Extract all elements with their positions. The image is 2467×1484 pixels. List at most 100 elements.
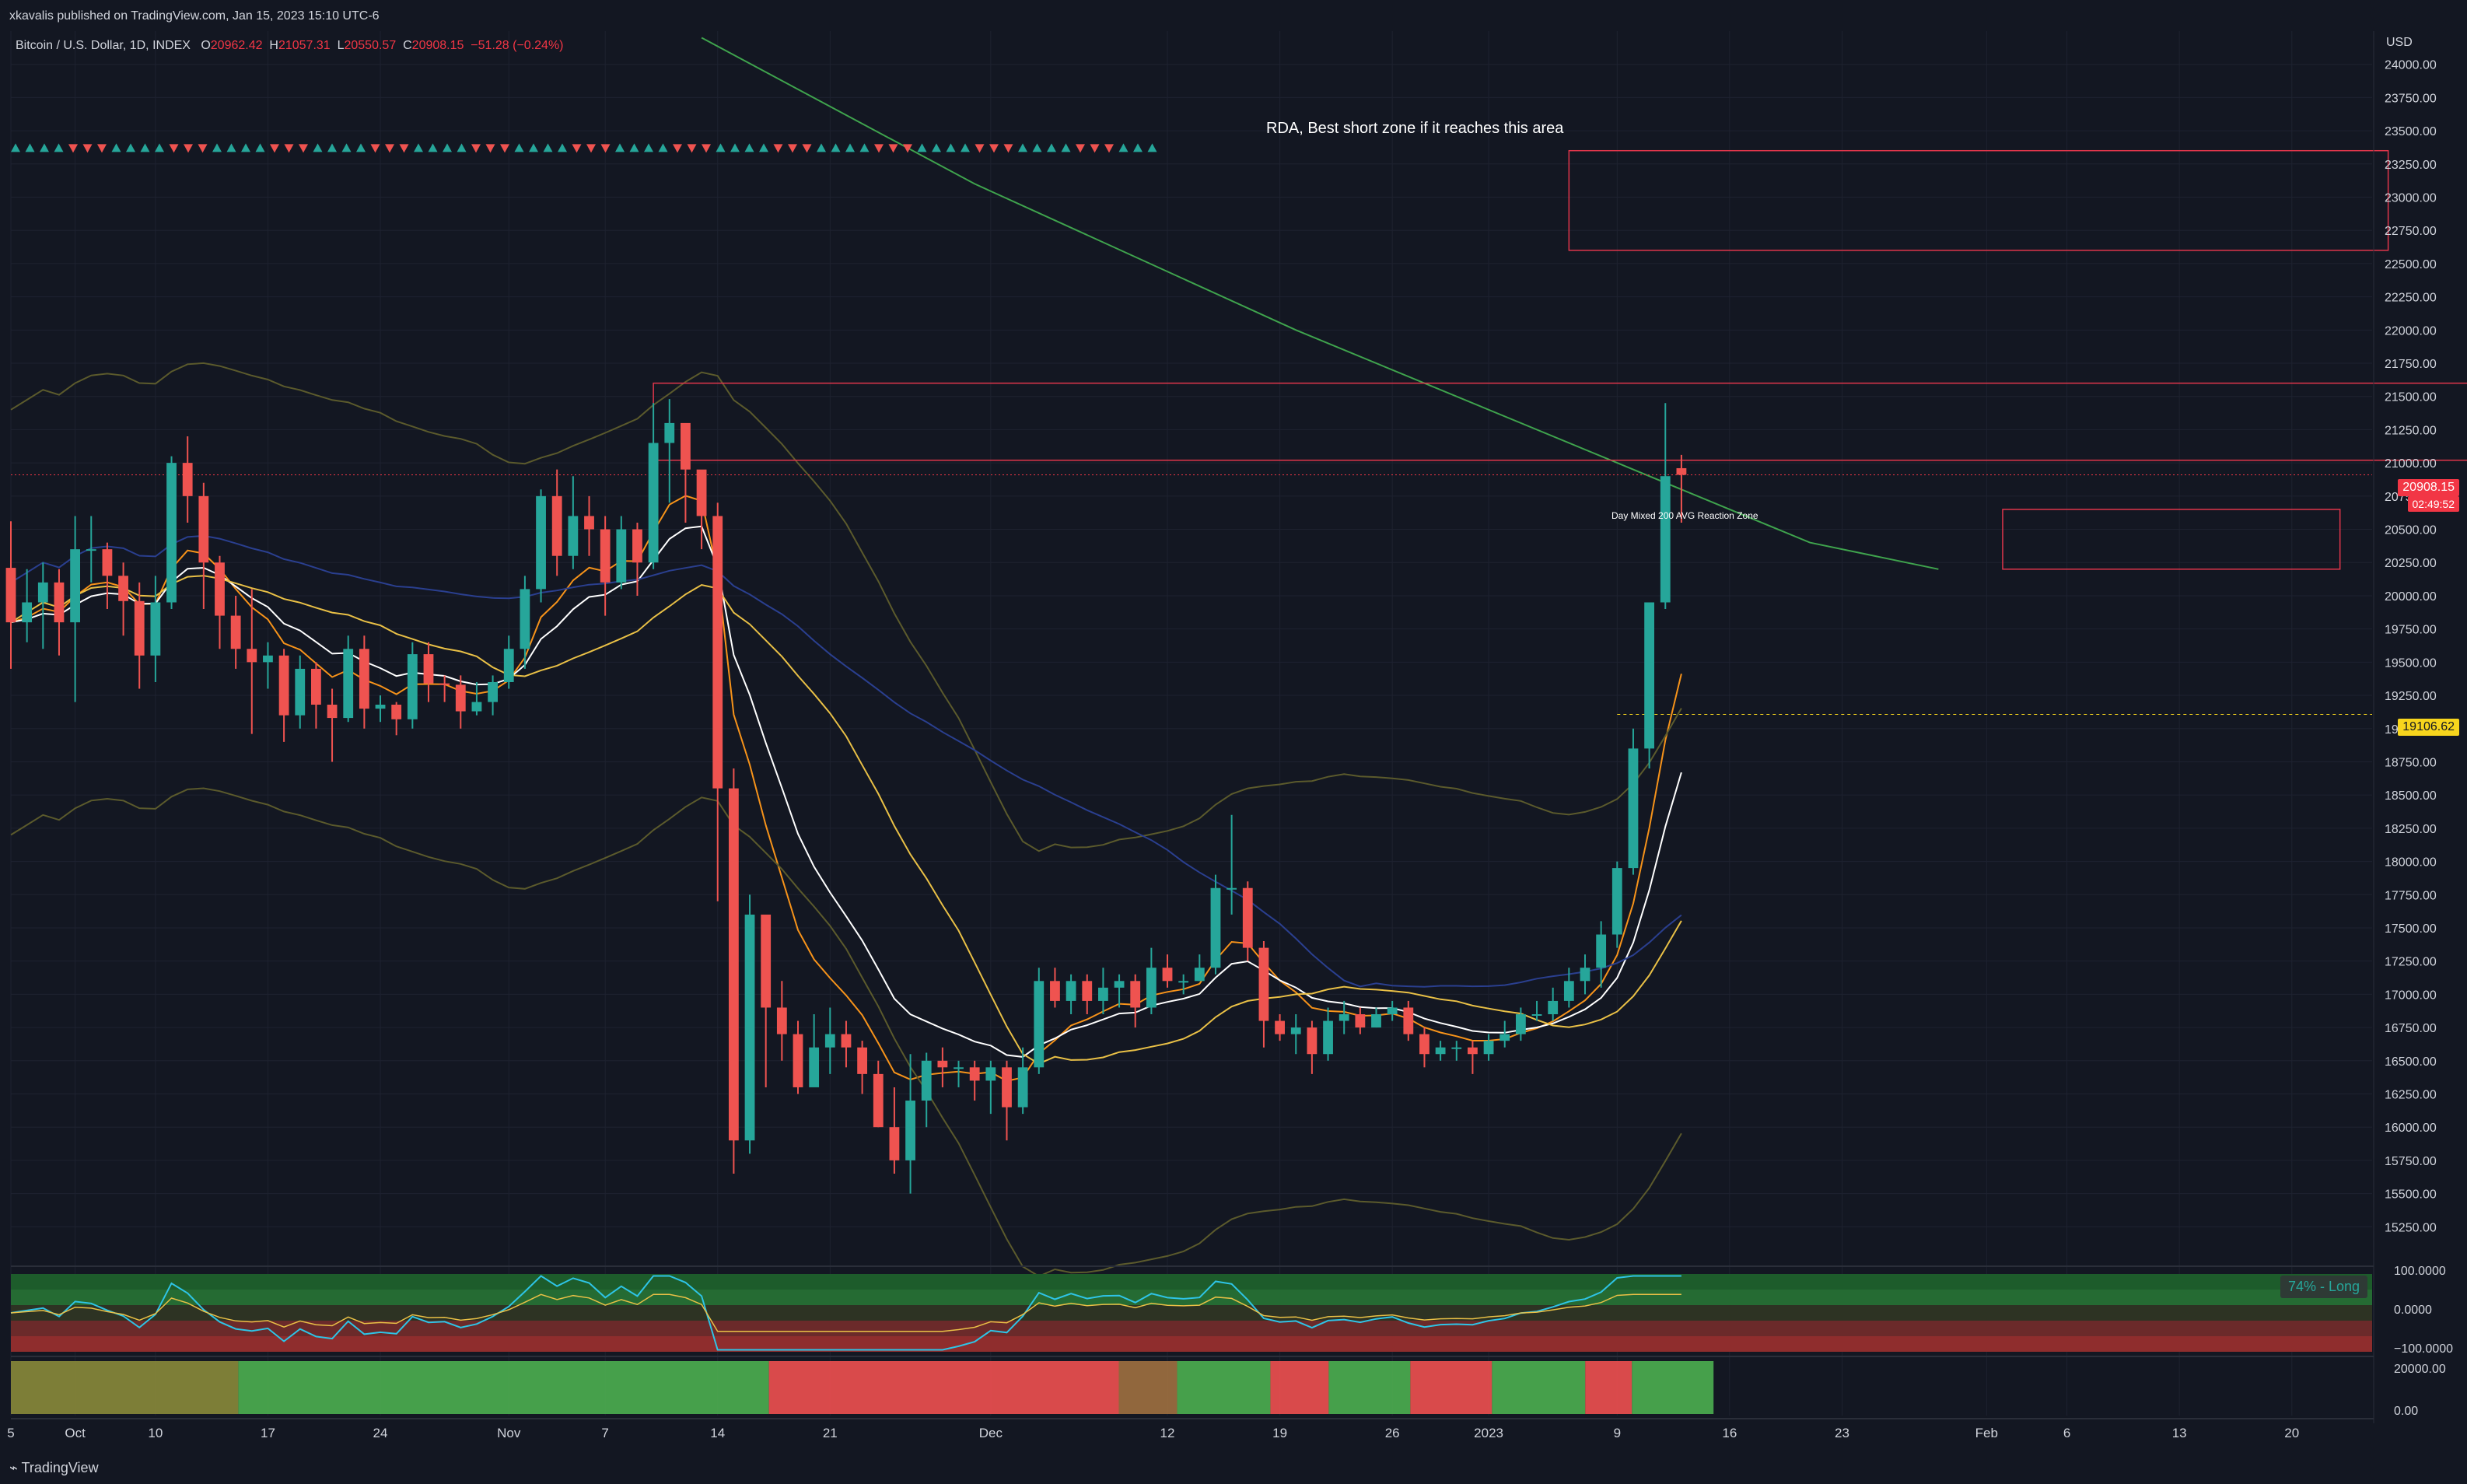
candle-body [102,549,113,576]
candle-body [1548,1000,1559,1014]
candle-body [1515,1014,1526,1034]
price-tick-label: 18250.00 [2385,823,2437,836]
candle-body [247,649,257,663]
candle-body [1242,887,1253,948]
candle-body [632,529,642,563]
candle-body [1371,1014,1381,1028]
candle-body [22,602,33,623]
price-tick-label: 18500.00 [2385,789,2437,803]
candle-body [230,615,241,649]
price-tick-label: 21750.00 [2385,358,2437,371]
signal-triangle [558,143,567,152]
signal-block [11,1361,239,1414]
signal-pane [11,1265,2374,1419]
candle-body [744,914,755,1141]
candle-body [985,1067,996,1081]
signal-triangle [241,143,250,152]
signal-triangle [198,144,208,153]
signal-triangle [313,143,323,152]
price-tick-label: 15250.00 [2385,1221,2437,1234]
candle-body [1227,887,1237,890]
signal-triangle [615,143,625,152]
candle-body [198,495,209,563]
annotation-zones [11,149,2467,716]
time-tick-label: Dec [979,1426,1003,1440]
candle-body [503,649,514,682]
time-tick-label: 13 [2172,1426,2187,1440]
candle-body [439,683,450,685]
time-tick-label: 5 [7,1426,14,1440]
signal-triangle [773,144,783,153]
candle-body [1258,947,1269,1021]
candle-body [793,1034,803,1087]
signal-triangle [457,143,467,152]
signal-triangle [11,143,20,152]
signal-triangle [529,143,538,152]
candle-body [343,649,354,719]
indicator-bands [10,37,1939,1278]
signal-triangle [702,144,711,153]
lower-axis-top: 20000.00 [2394,1363,2446,1376]
signal-triangle [385,144,394,153]
signal-triangle [644,143,653,152]
price-grid [10,31,2372,1416]
candle-body [150,602,161,656]
signal-triangle [975,144,985,153]
osc-axis-mid: 0.0000 [2394,1304,2432,1317]
tradingview-footer-text: TradingView [21,1460,99,1475]
price-tick-label: 17500.00 [2385,922,2437,936]
price-tick-label: 21250.00 [2385,424,2437,437]
signal-triangle [629,143,639,152]
candle-body [584,516,594,530]
signal-triangle [1032,143,1042,152]
price-axis: 24000.00 23750.00 23500.00 23250.00 23000.00… [2373,31,2437,1423]
signal-triangle [284,144,294,153]
price-tick-label: 20250.00 [2385,557,2437,570]
osc-axis-top: 100.0000 [2394,1265,2446,1278]
signal-triangle [428,143,438,152]
signal-triangle [82,144,93,153]
candle-body [327,705,338,719]
candle-body [969,1067,980,1081]
short-zone-annotation: RDA, Best short zone if it reaches this … [1266,120,1564,137]
candle-body [359,649,369,709]
signal-triangle [514,143,524,152]
candle-body [889,1127,900,1160]
candle-body [1483,1041,1494,1055]
candle-body [551,495,562,556]
price-tick-label: 16250.00 [2385,1088,2437,1101]
time-tick-label: 16 [1722,1426,1737,1440]
candle-body [664,422,675,443]
symbol-name: Bitcoin / U.S. Dollar, 1D, INDEX [16,39,191,52]
candle-body [263,655,273,663]
candle-body [520,589,530,649]
signal-triangle [802,144,812,153]
signal-triangle [226,143,236,152]
candle-body [536,495,546,590]
price-tick-label: 23000.00 [2385,192,2437,205]
candle-body [728,788,739,1141]
open-label: O [201,39,211,52]
price-tick-label: 21000.00 [2385,457,2437,471]
candle-body [1451,1047,1462,1049]
high-label: H [269,39,278,52]
signal-block [1118,1361,1178,1414]
osc-signal-line [10,1293,1681,1332]
candle-body [954,1067,964,1069]
signal-triangle [255,143,265,152]
candle-body [455,684,466,712]
close-label: C [403,39,412,52]
time-tick-label: 12 [1160,1426,1175,1440]
signal-triangle [299,144,308,153]
candle-body [1130,981,1141,1008]
candle-body [1146,968,1157,1008]
signal-triangle [370,144,380,153]
signal-triangle [859,143,870,152]
candle-body [1531,1014,1542,1016]
zone-box [2002,509,2341,570]
signal-triangle [874,144,884,153]
signal-block [1585,1361,1632,1414]
candle-body [86,549,96,551]
candle-body [5,568,16,623]
